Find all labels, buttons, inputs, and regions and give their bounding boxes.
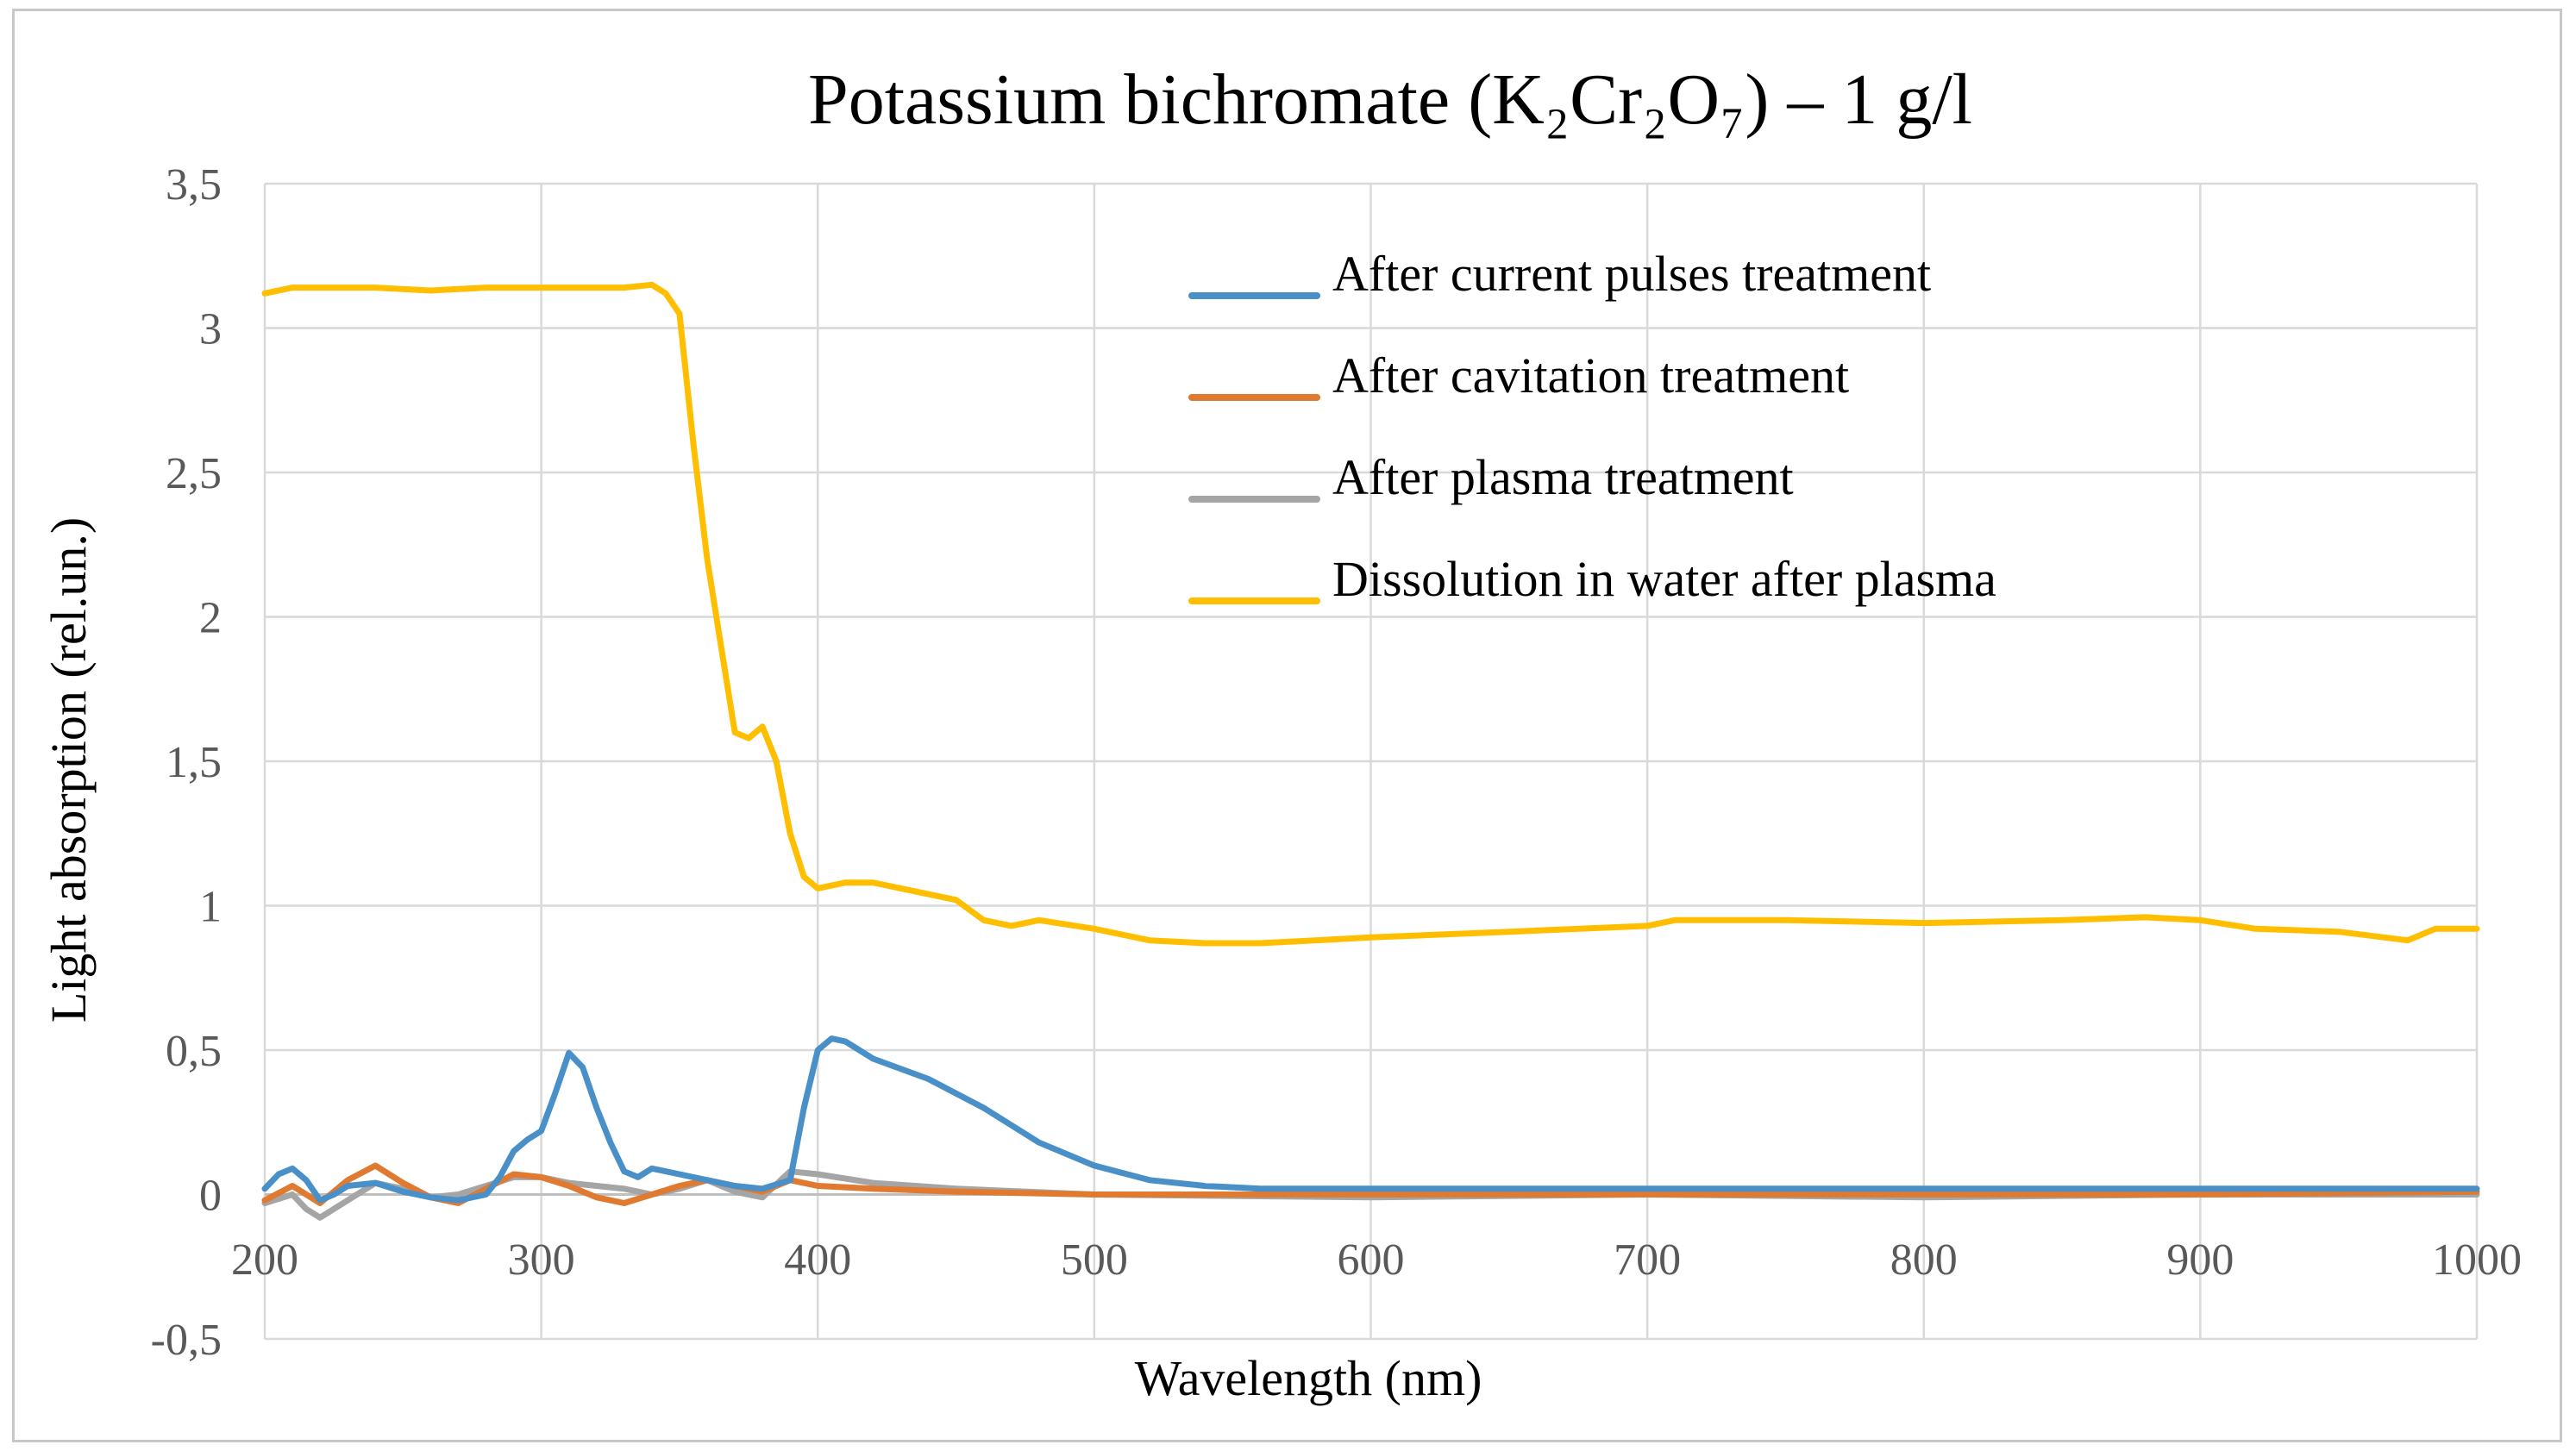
y-axis-label: Light absorption (rel.un.) bbox=[41, 517, 97, 1023]
y-tick-label: 3,5 bbox=[166, 160, 222, 210]
line-chart: -0,5 0 0,5 1 1,5 2 2,5 3 3,5 200 300 400 500 600 700 80… bbox=[41, 59, 2522, 1406]
x-tick-label: 200 bbox=[231, 1235, 298, 1285]
y-tick-label: -0,5 bbox=[151, 1316, 222, 1365]
y-tick-label: 2 bbox=[199, 594, 222, 643]
chart-title: Potassium bichromate (K₂Cr₂O₇) – 1 g/l bbox=[808, 59, 1972, 140]
legend-label: Dissolution in water after plasma bbox=[1332, 551, 1996, 607]
x-tick-label: 500 bbox=[1061, 1235, 1128, 1285]
y-tick-label: 0 bbox=[199, 1172, 222, 1221]
series-line-2 bbox=[261, 1162, 2480, 1206]
x-tick-label: 400 bbox=[784, 1235, 851, 1285]
x-tick-label: 600 bbox=[1338, 1235, 1405, 1285]
series-line-4 bbox=[261, 281, 2480, 947]
legend: After current pulses treatment After cavi… bbox=[1188, 246, 1996, 607]
chart-frame: -0,5 0 0,5 1 1,5 2 2,5 3 3,5 200 300 400 500 600 700 80… bbox=[12, 9, 2562, 1442]
y-tick-label: 3 bbox=[199, 305, 222, 354]
series-lines bbox=[261, 281, 2480, 1221]
legend-label: After current pulses treatment bbox=[1332, 246, 1931, 302]
x-tick-label: 300 bbox=[508, 1235, 575, 1285]
y-tick-label: 0,5 bbox=[166, 1027, 222, 1076]
y-tick-label: 2,5 bbox=[166, 449, 222, 498]
x-tick-label: 700 bbox=[1614, 1235, 1681, 1285]
x-tick-label: 900 bbox=[2166, 1235, 2234, 1285]
legend-label: After plasma treatment bbox=[1332, 449, 1794, 505]
legend-label: After cavitation treatment bbox=[1332, 347, 1849, 403]
x-axis-label: Wavelength (nm) bbox=[1135, 1350, 1482, 1406]
x-tick-label: 1000 bbox=[2432, 1235, 2522, 1285]
y-tick-label: 1 bbox=[199, 883, 222, 932]
y-tick-label: 1,5 bbox=[166, 738, 222, 787]
grid-lines bbox=[263, 182, 2479, 1341]
x-tick-label: 800 bbox=[1890, 1235, 1958, 1285]
axis-tick-labels: -0,5 0 0,5 1 1,5 2 2,5 3 3,5 200 300 400 500 600 700 80… bbox=[151, 160, 2522, 1365]
series-line-1 bbox=[261, 1035, 2480, 1204]
